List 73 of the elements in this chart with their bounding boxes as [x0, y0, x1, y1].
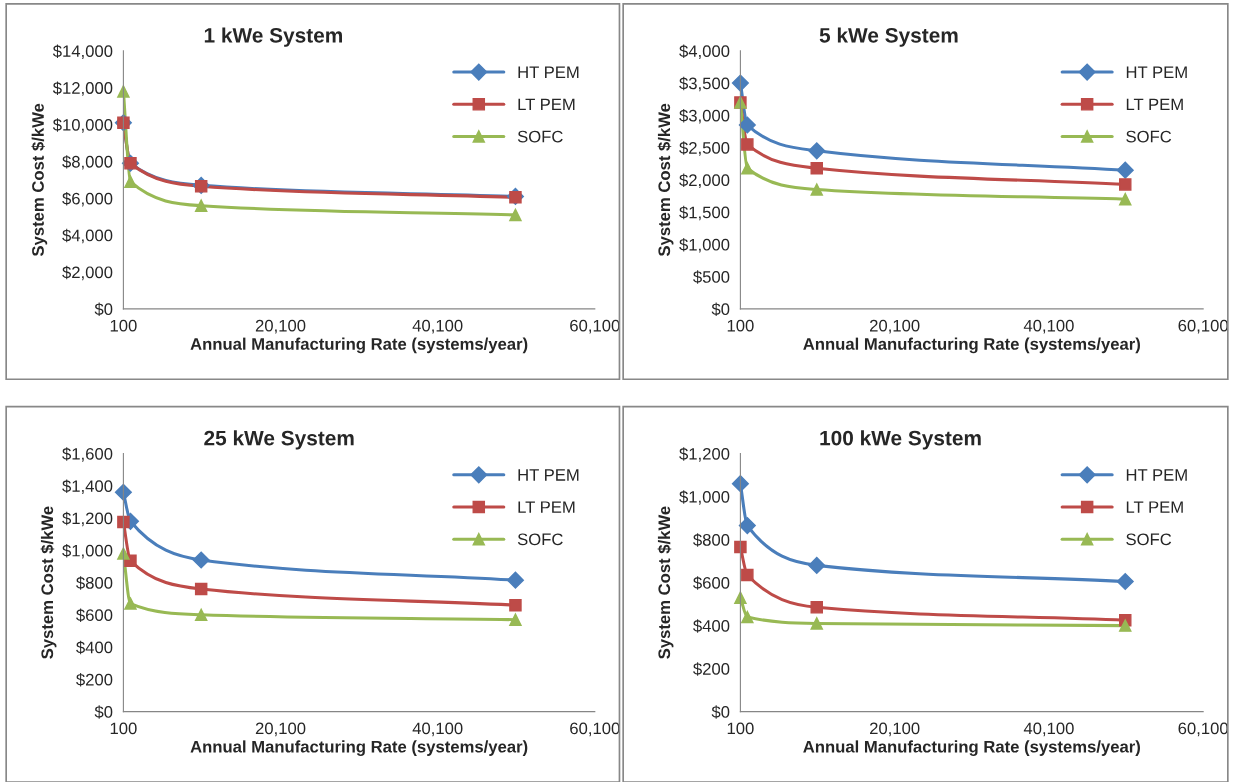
y-axis-title: System Cost $/kWe	[657, 506, 674, 659]
y-tick-label: $800	[76, 576, 113, 590]
y-tick-label: $0	[94, 302, 113, 317]
y-tick-label: $1,000	[679, 490, 730, 505]
y-tick-label: $600	[76, 608, 113, 623]
y-tick-label: $1,000	[62, 544, 113, 559]
legend-label: SOFC	[517, 533, 563, 546]
y-tick-label: $4,000	[62, 228, 113, 244]
x-tick-label: 20,100	[255, 722, 306, 737]
chart-title: 100 kWe System	[820, 430, 981, 450]
y-tick-label: $0	[711, 302, 730, 317]
y-tick-label: $8,000	[62, 155, 113, 170]
y-tick-label: $12,000	[52, 81, 113, 96]
y-tick-label: $3,500	[679, 76, 730, 92]
x-tick-label: 40,100	[1023, 319, 1074, 334]
y-tick-label: $1,000	[679, 238, 730, 253]
y-tick-label: $1,400	[62, 479, 113, 494]
y-axis-title: System Cost $/kWe	[40, 506, 57, 659]
legend-label: HT PEM	[518, 66, 579, 78]
legend-label: SOFC	[1126, 130, 1172, 143]
y-axis-title: System Cost $/kWe	[657, 103, 674, 257]
y-tick-label: $2,000	[62, 265, 113, 281]
y-tick-label: $800	[693, 533, 730, 547]
x-tick-label: 20,100	[870, 722, 920, 737]
x-tick-label: 60,100	[1178, 319, 1228, 334]
x-tick-label: 60,100	[570, 722, 620, 737]
y-tick-label: $1,200	[62, 511, 113, 527]
legend-label: LT PEM	[518, 98, 575, 111]
x-axis-title: Annual Manufacturing Rate (systems/year)	[803, 740, 1140, 756]
legend-label: LT PEM	[518, 501, 575, 513]
x-tick-label: 100	[727, 722, 754, 735]
y-tick-label: $2,000	[679, 173, 730, 189]
legend-label: HT PEM	[1126, 66, 1187, 78]
chart-title: 1 kWe System	[204, 27, 342, 47]
legend-label: HT PEM	[1126, 469, 1187, 481]
x-tick-label: 60,100	[1178, 722, 1228, 737]
y-tick-label: $2,500	[679, 141, 730, 156]
y-tick-label: $1,600	[62, 447, 113, 462]
x-tick-label: 20,100	[255, 319, 306, 334]
y-axis-title: System Cost $/kWe	[31, 103, 48, 257]
y-tick-label: $400	[693, 619, 730, 633]
legend-label: LT PEM	[1126, 98, 1183, 111]
chart-title: 25 kWe System	[204, 430, 354, 450]
x-tick-label: 60,100	[570, 319, 620, 334]
y-tick-label: $400	[76, 640, 113, 655]
y-tick-label: $200	[693, 662, 730, 676]
x-tick-label: 20,100	[870, 319, 920, 334]
y-tick-label: $10,000	[52, 118, 113, 133]
y-tick-label: $0	[94, 705, 113, 719]
x-tick-label: 40,100	[1023, 722, 1074, 737]
x-axis-title: Annual Manufacturing Rate (systems/year)	[190, 740, 528, 756]
x-tick-label: 100	[110, 722, 137, 735]
y-tick-label: $6,000	[62, 191, 113, 207]
y-tick-label: $14,000	[52, 44, 113, 59]
x-tick-label: 40,100	[412, 319, 463, 334]
legend-label: SOFC	[1126, 533, 1172, 546]
y-tick-label: $4,000	[679, 44, 730, 59]
y-tick-label: $500	[693, 270, 730, 284]
chart-title: 5 kWe System	[819, 27, 958, 47]
legend-label: SOFC	[517, 130, 563, 143]
legend-label: LT PEM	[1126, 501, 1183, 513]
x-tick-label: 40,100	[412, 722, 463, 737]
y-tick-label: $1,200	[679, 447, 730, 462]
legend-label: HT PEM	[518, 469, 579, 481]
x-axis-title: Annual Manufacturing Rate (systems/year)	[190, 337, 528, 354]
x-tick-label: 100	[110, 319, 137, 332]
x-axis-title: Annual Manufacturing Rate (systems/year)	[803, 337, 1140, 354]
x-tick-label: 100	[727, 319, 754, 332]
y-tick-label: $1,500	[679, 205, 730, 221]
y-tick-label: $3,000	[679, 109, 730, 124]
y-tick-label: $0	[711, 705, 730, 719]
y-tick-label: $600	[693, 576, 730, 590]
y-tick-label: $200	[76, 673, 113, 687]
